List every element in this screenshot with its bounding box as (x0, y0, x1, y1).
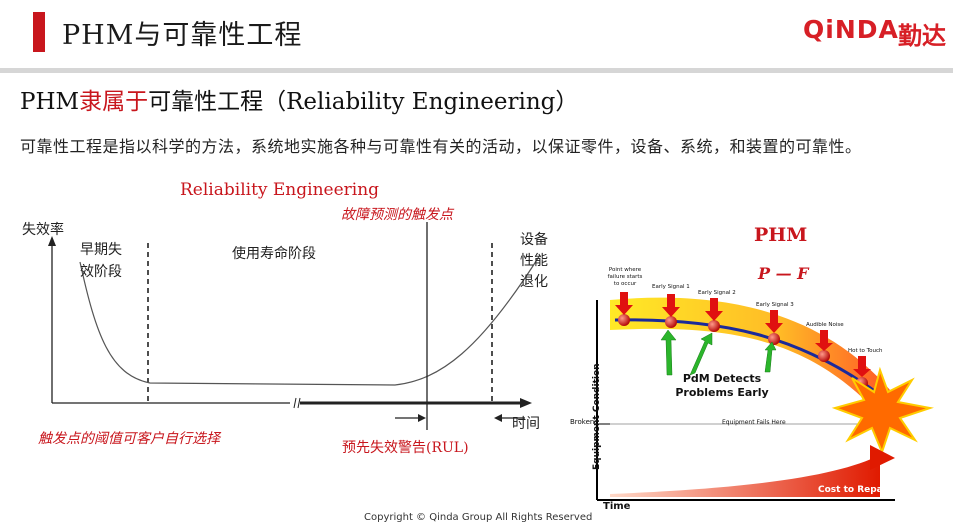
pointer-label-noise: Audible Noise (806, 322, 844, 328)
useful-life-label: 使用寿命阶段 (232, 246, 316, 262)
cost-arrow-head (870, 445, 895, 470)
x-axis-arrow (520, 398, 532, 408)
subtitle-part3: 可靠性工程（Reliability Engineering） (148, 89, 579, 115)
header-bar (0, 0, 953, 62)
pf-point-failure-start (618, 314, 630, 326)
subtitle-part2: 隶属于 (79, 89, 149, 115)
pf-point-noise (818, 350, 830, 362)
pointer-label-signal-3: Early Signal 3 (756, 302, 794, 308)
early-phase-label: 早期失效阶段 (80, 242, 122, 280)
section-subtitle: PHM隶属于可靠性工程（Reliability Engineering） (20, 82, 578, 116)
pf-green-arrows (660, 329, 777, 376)
pf-red-arrows (615, 292, 871, 377)
qinda-logo-cn: 勤达 (898, 22, 946, 50)
pointer-label-signal-2: Early Signal 2 (698, 290, 736, 296)
definition-paragraph: 可靠性工程是指以科学的方法，系统地实施各种与可靠性有关的活动，以保证零件，设备、… (20, 137, 862, 156)
pdm-detects-label: PdM Detects Problems Early (675, 372, 769, 399)
pointer-label-signal-1: Early Signal 1 (652, 284, 690, 290)
phm-title: PHM (754, 224, 808, 246)
time-axis-label: 时间 (512, 416, 540, 432)
subtitle-part1: PHM (20, 89, 80, 115)
wearout-label: 设备性能退化 (520, 232, 548, 290)
bathtub-title: Reliability Engineering (180, 180, 380, 200)
y-axis-arrow (48, 236, 56, 246)
pointer-label-hot: Hot to Touch (848, 348, 883, 354)
header-accent-block (33, 12, 45, 52)
qinda-logo: QiNDA (803, 15, 899, 44)
equipment-fails-label: Equipment Fails Here (722, 419, 786, 426)
axis-break-1 (293, 397, 297, 409)
cost-to-repair-wedge (610, 455, 880, 497)
trigger-point-label: 故障预测的触发点 (341, 207, 453, 223)
pf-y-axis-label: Equipment Condition (592, 363, 602, 470)
rul-arrowhead-left (418, 414, 426, 422)
pf-condition-band (610, 297, 890, 405)
rul-label: 预先失效警告(RUL) (342, 440, 469, 456)
bathtub-curve (79, 254, 541, 386)
pf-x-axis-label: Time (603, 501, 631, 512)
axis-break-2 (297, 397, 301, 409)
pf-subtitle: P — F (758, 264, 809, 283)
header-divider (0, 68, 953, 73)
pf-point-signal-2 (708, 320, 720, 332)
pointer-label-start: Point where failure starts to occur (607, 267, 643, 287)
pf-condition-curve (614, 318, 881, 397)
rul-arrowhead-right (494, 414, 502, 422)
y-axis-label: 失效率 (22, 222, 64, 238)
broken-label: Broken (570, 418, 595, 426)
pf-point-signal-1 (665, 316, 677, 328)
page-title: PHM与可靠性工程 (62, 20, 303, 51)
threshold-note: 触发点的阈值可客户自行选择 (38, 431, 220, 447)
copyright-footer: Copyright © Qinda Group All Rights Reser… (364, 512, 593, 523)
cost-to-repair-label: Cost to Repair (818, 485, 891, 495)
pf-point-signal-3 (768, 333, 780, 345)
